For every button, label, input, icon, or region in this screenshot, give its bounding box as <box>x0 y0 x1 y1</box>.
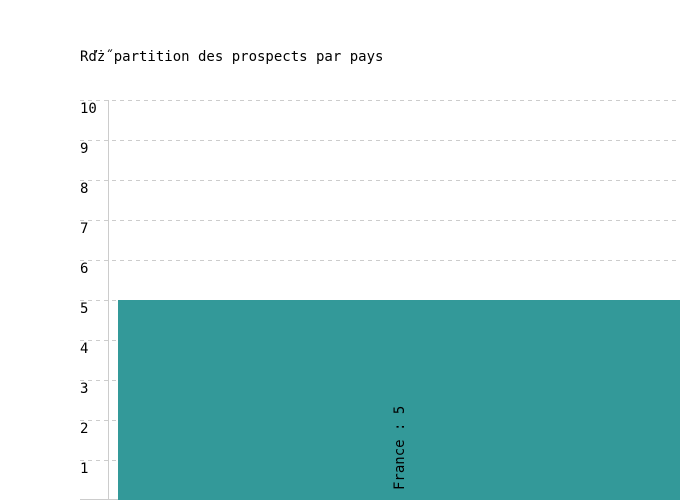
y-tick-label: 1 <box>80 461 88 477</box>
y-tick-label: 5 <box>80 301 88 317</box>
y-tick-label: 9 <box>80 141 88 157</box>
y-tick-label: 8 <box>80 181 88 197</box>
bar-data-label: France : 5 <box>392 406 408 490</box>
bar <box>118 300 680 500</box>
y-tick-label: 6 <box>80 261 88 277</box>
y-tick-label: 4 <box>80 341 88 357</box>
y-tick-label: 2 <box>80 421 88 437</box>
y-tick-label: 3 <box>80 381 88 397</box>
chart-title: Rďż˝partition des prospects par pays <box>80 49 384 65</box>
y-tick-label: 7 <box>80 221 88 237</box>
y-tick-label: 10 <box>80 101 97 117</box>
